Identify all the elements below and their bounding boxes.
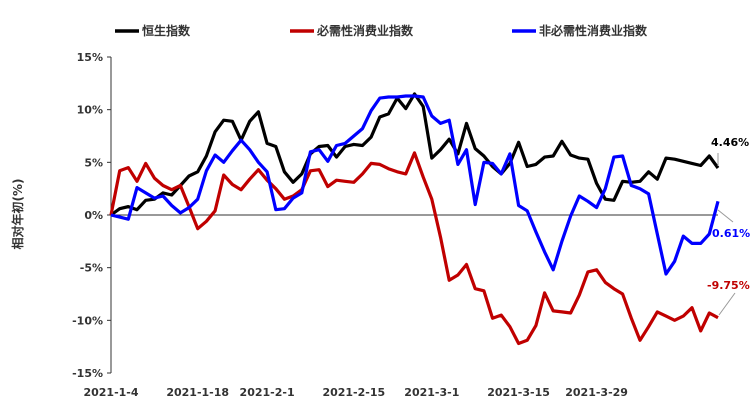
- end-label-leader-2: [718, 292, 736, 316]
- series-line-1: [110, 92, 720, 217]
- y-tick-label: -5%: [80, 262, 103, 275]
- x-tick-label: 2021-1-18: [166, 386, 229, 399]
- x-tick-label: 2021-1-4: [83, 386, 138, 399]
- end-labels: 4.46% -9.75% 0.61%: [707, 136, 750, 316]
- x-tick-label: 2021-3-15: [487, 386, 550, 399]
- series-layer: [109, 92, 720, 346]
- legend-label-1: 恒生指数: [142, 23, 191, 38]
- series-line-3: [110, 94, 720, 276]
- x-tick-label: 2021-3-29: [565, 386, 628, 399]
- x-tick-label: 2021-2-1: [240, 386, 295, 399]
- x-axis: 2021-1-4 2021-1-18 2021-2-1 2021-2-15 2021-3…: [83, 214, 718, 399]
- series-line-2: [109, 151, 719, 346]
- y-axis: 15% 10% 5% 0% -5% -10% -15%: [72, 51, 112, 380]
- y-tick-label: 5%: [84, 156, 103, 169]
- end-label-leader-3: [717, 209, 734, 223]
- legend: 恒生指数 必需性消费业指数 非必需性消费业指数: [115, 23, 648, 38]
- x-tick-label: 2021-3-1: [404, 386, 459, 399]
- legend-label-3: 非必需性消费业指数: [539, 23, 648, 38]
- y-tick-label: 0%: [84, 209, 103, 222]
- legend-label-2: 必需性消费业指数: [316, 23, 414, 38]
- end-label-3: 0.61%: [712, 227, 750, 240]
- y-tick-label: -10%: [72, 314, 103, 327]
- y-tick-label: 15%: [77, 51, 103, 64]
- end-label-1: 4.46%: [711, 136, 749, 149]
- y-tick-label: -15%: [72, 367, 103, 380]
- y-axis-label: 相对年初(%): [10, 179, 25, 250]
- end-label-2: -9.75%: [707, 279, 750, 292]
- x-tick-label: 2021-2-15: [322, 386, 385, 399]
- y-tick-label: 10%: [77, 104, 103, 117]
